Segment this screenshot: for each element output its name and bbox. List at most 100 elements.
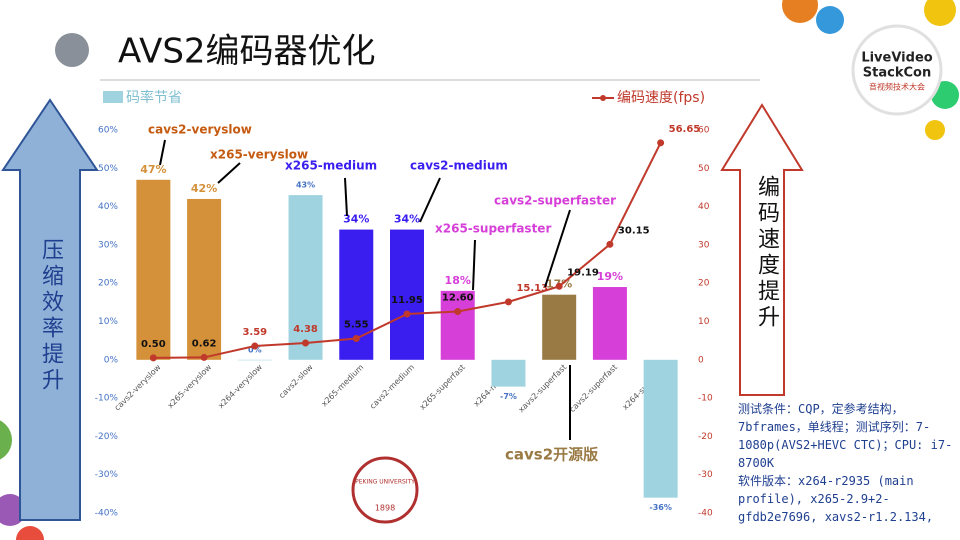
- bar-value-label: 0%: [248, 345, 262, 354]
- bar: [542, 294, 577, 360]
- annotation-arrow: [472, 239, 476, 291]
- logo-text: 音视频技术大会: [869, 82, 925, 92]
- annotation: cavs2-superfaster: [494, 194, 616, 208]
- line-point: [606, 240, 614, 248]
- line-point: [555, 282, 563, 290]
- annotation: cavs2-veryslow: [148, 123, 252, 137]
- line-point: [302, 339, 310, 347]
- y2-tick-label: -20: [698, 432, 713, 442]
- bar: [643, 359, 678, 498]
- x-tick-label: x265-veryslow: [166, 362, 214, 410]
- seal-text: PEKING UNIVERSITY: [355, 479, 415, 486]
- line-point: [454, 308, 462, 316]
- annotation: cavs2-medium: [410, 159, 508, 173]
- y2-tick-label: 50: [698, 164, 710, 174]
- deco: [782, 0, 818, 23]
- annotation-arrow: [217, 162, 241, 184]
- annotation-arrow: [419, 177, 441, 223]
- bar-value-label: 47%: [140, 163, 166, 176]
- bar: [237, 359, 272, 361]
- y-tick-label: -40%: [95, 509, 119, 519]
- bar-value-label: 43%: [296, 181, 315, 190]
- line-point: [251, 342, 259, 350]
- x-tick-label: x265-medium: [320, 362, 366, 408]
- y2-tick-label: -40: [698, 509, 713, 519]
- y-tick-label: -10%: [95, 394, 119, 404]
- seal: [351, 456, 419, 524]
- deco: [0, 420, 12, 460]
- line-point: [403, 310, 411, 318]
- annotation-arrow: [544, 209, 571, 288]
- y2-tick-label: 40: [698, 202, 710, 212]
- line-point: [657, 139, 665, 147]
- line-value-label: 11.95: [391, 295, 423, 306]
- annotation: x265-superfaster: [435, 222, 551, 236]
- bar-value-label: 34%: [343, 213, 369, 226]
- x-tick-label: x264-veryslow: [216, 362, 264, 410]
- legend-swatch: [600, 95, 606, 101]
- bar-value-label: 42%: [191, 182, 217, 195]
- y2-tick-label: 10: [698, 317, 710, 327]
- deco: [16, 526, 44, 540]
- x-tick-label: cavs2-medium: [368, 362, 416, 410]
- logo-text: LiveVideo: [861, 51, 932, 66]
- y2-tick-label: -30: [698, 470, 713, 480]
- left-arrow: [1, 98, 99, 521]
- annotation: x265-veryslow: [210, 148, 308, 162]
- right-arrow: [720, 103, 804, 396]
- line-value-label: 56.65: [669, 124, 701, 135]
- line-value-label: 0.62: [192, 338, 217, 349]
- note: 软件版本：x264-r2935 (main profile), x265-2.9…: [738, 474, 934, 524]
- y-tick-label: 60%: [98, 126, 118, 136]
- logo: [851, 24, 943, 116]
- y2-tick-label: -10: [698, 394, 713, 404]
- y2-tick-label: 0: [698, 355, 704, 365]
- bar-value-label: 18%: [445, 274, 471, 287]
- line-value-label: 19.19: [567, 267, 599, 278]
- y2-tick-label: 60: [698, 126, 710, 136]
- bar-value-label: -7%: [500, 392, 517, 401]
- notes: 测试条件：CQP，定参考结构，7bframes，单线程；测试序列：7-1080p…: [738, 400, 956, 526]
- x-tick-label: cavs2-slow: [277, 362, 315, 400]
- x-tick-label: x265-superfast: [418, 363, 467, 412]
- y-tick-label: -30%: [95, 470, 119, 480]
- y-tick-label: 10%: [98, 317, 118, 327]
- bar: [440, 290, 475, 360]
- line-value-label: 4.38: [293, 324, 318, 335]
- bar-value-label: -36%: [649, 503, 671, 512]
- y-tick-label: 30%: [98, 240, 118, 250]
- line-point: [149, 354, 157, 362]
- logo-text: StackCon: [863, 66, 931, 81]
- line-point: [200, 353, 208, 361]
- bar: [390, 229, 424, 360]
- legend-label: 码率节省: [126, 89, 182, 106]
- y-tick-label: -20%: [95, 432, 119, 442]
- line-value-label: 12.60: [442, 293, 474, 304]
- left-arrow-text: 压缩效率提升: [38, 238, 63, 394]
- legend-swatch: [103, 91, 123, 103]
- right-arrow-text: 编码速度提升: [754, 175, 779, 331]
- line-value-label: 5.55: [344, 320, 369, 331]
- deco: [925, 120, 945, 140]
- note: 测试条件：CQP，定参考结构，7bframes，单线程；测试序列：7-1080p…: [738, 402, 953, 470]
- deco: [816, 6, 844, 34]
- x-tick-label: cavs2-superfast: [568, 363, 619, 414]
- annotation: x265-medium: [285, 159, 377, 173]
- annotation-arrow: [344, 177, 348, 217]
- legend-label: 编码速度(fps): [617, 90, 705, 106]
- slide-title: AVS2编码器优化: [118, 32, 376, 72]
- y-tick-label: 40%: [98, 202, 118, 212]
- y2-tick-label: 20: [698, 279, 710, 289]
- bar-value-label: 34%: [394, 213, 420, 226]
- line-value-label: 0.50: [141, 339, 166, 350]
- line-value-label: 30.15: [618, 225, 650, 236]
- y-tick-label: 20%: [98, 279, 118, 289]
- y2-tick-label: 30: [698, 240, 710, 250]
- bar: [592, 287, 627, 360]
- deco: [924, 0, 956, 26]
- line-value-label: 3.59: [242, 327, 267, 338]
- line-point: [352, 335, 360, 343]
- bar: [491, 359, 526, 387]
